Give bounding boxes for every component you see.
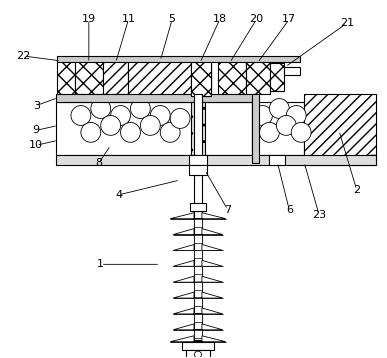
Circle shape — [130, 98, 150, 118]
Polygon shape — [173, 245, 223, 251]
Bar — [57, 59, 75, 96]
Circle shape — [160, 122, 180, 142]
Text: 7: 7 — [224, 205, 231, 215]
Text: 18: 18 — [213, 14, 227, 24]
Bar — [194, 211, 202, 340]
Circle shape — [71, 106, 91, 125]
Bar — [194, 266, 202, 274]
Bar — [191, 59, 211, 96]
Polygon shape — [173, 260, 223, 266]
Bar — [186, 350, 210, 358]
Bar — [304, 94, 375, 165]
Bar — [194, 94, 202, 155]
Bar — [194, 234, 202, 242]
Bar — [191, 61, 211, 94]
Bar — [194, 342, 202, 350]
Polygon shape — [173, 292, 223, 298]
Bar — [246, 61, 271, 94]
Text: 1: 1 — [97, 259, 104, 269]
Text: 8: 8 — [95, 158, 102, 168]
Bar — [218, 61, 246, 94]
Bar — [103, 61, 127, 94]
Bar — [57, 56, 300, 62]
Bar — [75, 61, 103, 94]
Bar — [194, 219, 202, 227]
Bar — [189, 165, 207, 175]
Text: 17: 17 — [282, 14, 296, 24]
Text: 22: 22 — [16, 51, 31, 61]
Polygon shape — [173, 276, 223, 282]
Circle shape — [111, 106, 130, 125]
Bar — [127, 59, 195, 96]
Bar — [194, 251, 202, 258]
Circle shape — [121, 122, 140, 142]
Text: 9: 9 — [33, 125, 40, 135]
Text: 20: 20 — [250, 14, 264, 24]
Circle shape — [269, 98, 289, 118]
Bar — [56, 155, 375, 165]
Text: 11: 11 — [122, 14, 135, 24]
Polygon shape — [173, 229, 223, 234]
Circle shape — [291, 122, 311, 142]
Text: 2: 2 — [353, 185, 360, 195]
Text: 4: 4 — [115, 190, 122, 200]
Bar — [252, 102, 304, 155]
Text: 23: 23 — [312, 210, 326, 220]
Circle shape — [260, 122, 279, 142]
Polygon shape — [170, 336, 226, 342]
Bar — [284, 67, 300, 75]
Bar — [271, 63, 284, 91]
Bar — [269, 155, 285, 165]
Text: 5: 5 — [169, 14, 176, 24]
Polygon shape — [173, 308, 223, 314]
Circle shape — [276, 116, 296, 135]
Circle shape — [101, 116, 121, 135]
Text: 19: 19 — [82, 14, 96, 24]
Text: 3: 3 — [33, 101, 40, 111]
Bar — [191, 59, 211, 96]
Circle shape — [150, 106, 170, 125]
Bar — [252, 94, 260, 163]
Bar — [190, 203, 206, 211]
Bar — [194, 314, 202, 322]
Circle shape — [170, 108, 190, 129]
Text: 21: 21 — [340, 18, 354, 28]
Text: 6: 6 — [286, 205, 293, 215]
Bar — [182, 342, 214, 350]
Bar — [56, 94, 252, 102]
Bar — [189, 155, 207, 165]
Polygon shape — [173, 324, 223, 330]
Circle shape — [140, 116, 160, 135]
Bar — [191, 102, 205, 155]
Circle shape — [81, 122, 101, 142]
Bar — [194, 298, 202, 306]
Bar — [194, 282, 202, 290]
Bar — [194, 330, 202, 338]
Circle shape — [91, 98, 111, 118]
Bar — [194, 175, 202, 205]
Bar — [56, 102, 252, 155]
Circle shape — [253, 106, 272, 125]
Polygon shape — [170, 213, 226, 219]
Circle shape — [195, 351, 202, 358]
Circle shape — [286, 106, 306, 125]
Text: 10: 10 — [29, 140, 43, 150]
